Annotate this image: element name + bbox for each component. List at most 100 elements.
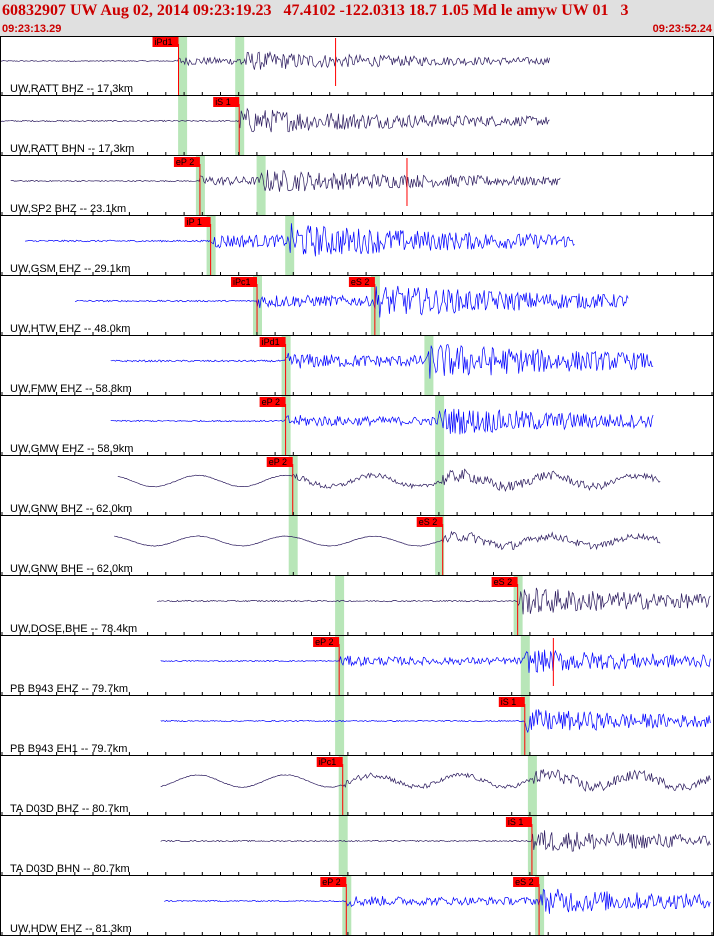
trace-row[interactable]: iPd1 UW,RATT BHZ -- 17.3km bbox=[0, 36, 714, 96]
waveform bbox=[0, 107, 550, 133]
pick-window bbox=[424, 336, 434, 396]
pick-window bbox=[178, 36, 188, 96]
pick-label: eS 2 bbox=[419, 517, 438, 527]
pick-label: iPd1 bbox=[155, 37, 173, 47]
event-header: 60832907 UW Aug 02, 2014 09:23:19.23 47.… bbox=[0, 0, 714, 36]
station-label: UW,RATT BHZ -- 17.3km bbox=[10, 83, 133, 95]
pick-label: eP 2 bbox=[315, 637, 333, 647]
pick-box[interactable] bbox=[259, 337, 286, 347]
pick-label: iPc1 bbox=[319, 757, 337, 767]
pick-window bbox=[535, 876, 545, 936]
pick-box[interactable] bbox=[213, 97, 240, 107]
station-label: UW,RATT BHN -- 17.3km bbox=[10, 143, 134, 155]
waveform bbox=[0, 51, 550, 70]
pick-box[interactable] bbox=[491, 577, 518, 587]
station-label: UW,SP2 BHZ -- 23.1km bbox=[10, 203, 126, 215]
waveform bbox=[114, 530, 661, 551]
pick-box[interactable] bbox=[173, 157, 200, 167]
pick-box[interactable] bbox=[316, 757, 343, 767]
waveform bbox=[160, 830, 711, 852]
pick-box[interactable] bbox=[513, 877, 540, 887]
trace-row[interactable]: iS 1 PB B943 EH1 -- 79.7km bbox=[0, 696, 714, 756]
trace-row[interactable]: eP 2 UW,SP2 BHZ -- 23.1km bbox=[0, 156, 714, 216]
station-label: TA D03D BHN -- 80.7km bbox=[10, 863, 130, 875]
trace-row[interactable]: iPc1 eS 2 UW,HTW EHZ -- 48.0km bbox=[0, 276, 714, 336]
pick-box[interactable] bbox=[348, 277, 375, 287]
station-label: UW,GMW EHZ -- 58.9km bbox=[10, 443, 133, 455]
pick-box[interactable] bbox=[320, 877, 347, 887]
station-label: UW,HTW EHZ -- 48.0km bbox=[10, 323, 130, 335]
pick-window bbox=[520, 636, 530, 696]
pick-box[interactable] bbox=[259, 397, 286, 407]
pick-window bbox=[235, 36, 245, 96]
pick-label: iS 1 bbox=[215, 97, 231, 107]
pick-window bbox=[335, 576, 345, 636]
pick-window bbox=[435, 396, 445, 456]
trace-row[interactable]: iPc1 TA D03D BHZ -- 80.7km bbox=[0, 756, 714, 816]
pick-window bbox=[338, 816, 348, 876]
waveform bbox=[10, 169, 561, 192]
pick-window bbox=[178, 96, 188, 156]
station-label: TA D03D BHZ -- 80.7km bbox=[10, 803, 128, 815]
pick-label: iPd1 bbox=[262, 337, 280, 347]
pick-label: iS 1 bbox=[508, 817, 524, 827]
trace-row[interactable]: eP 2 UW,GNW BHZ -- 62.0km bbox=[0, 456, 714, 516]
trace-row[interactable]: iP 1 UW,GSM EHZ -- 29.1km bbox=[0, 216, 714, 276]
trace-row[interactable]: iS 1 UW,RATT BHN -- 17.3km bbox=[0, 96, 714, 156]
pick-window bbox=[435, 456, 445, 516]
trace-row[interactable]: eP 2 PB B943 EHZ -- 79.7km bbox=[0, 636, 714, 696]
pick-label: eP 2 bbox=[269, 457, 287, 467]
station-label: UW,DOSE,BHE -- 78.4km bbox=[10, 623, 137, 635]
station-label: UW,GNW BHZ -- 62.0km bbox=[10, 503, 132, 515]
trace-row[interactable]: eS 2 UW,DOSE,BHE -- 78.4km bbox=[0, 576, 714, 636]
pick-box[interactable] bbox=[231, 277, 257, 287]
pick-window bbox=[520, 696, 530, 756]
waveform bbox=[160, 709, 711, 734]
waveform bbox=[164, 888, 711, 914]
waveform bbox=[160, 769, 711, 792]
pick-box[interactable] bbox=[505, 817, 532, 827]
time-start-label: 09:23:13.29 bbox=[2, 23, 62, 35]
station-label: UW,GSM EHZ -- 29.1km bbox=[10, 263, 130, 275]
seismogram-panel[interactable]: iPd1 UW,RATT BHZ -- 17.3km iS 1 UW,RATT BHN… bbox=[0, 36, 714, 938]
waveform bbox=[160, 649, 711, 673]
trace-row[interactable]: iS 1 TA D03D BHN -- 80.7km bbox=[0, 816, 714, 876]
pick-label: eP 2 bbox=[176, 157, 194, 167]
pick-box[interactable] bbox=[313, 637, 340, 647]
pick-label: eS 2 bbox=[351, 277, 370, 287]
pick-label: eP 2 bbox=[262, 397, 280, 407]
pick-window bbox=[342, 876, 352, 936]
trace-row[interactable]: eS 2 UW,GNW BHE -- 62.0km bbox=[0, 516, 714, 576]
station-label: PB B943 EHZ -- 79.7km bbox=[10, 683, 128, 695]
pick-box[interactable] bbox=[152, 37, 179, 47]
waveform bbox=[110, 344, 654, 379]
pick-label: iS 1 bbox=[501, 697, 517, 707]
station-label: UW,GNW BHE -- 62.0km bbox=[10, 563, 133, 575]
trace-row[interactable]: iPd1 UW,FMW EHZ -- 58.8km bbox=[0, 336, 714, 396]
pick-box[interactable] bbox=[498, 697, 525, 707]
pick-label: eS 2 bbox=[515, 877, 534, 887]
pick-label: eP 2 bbox=[322, 877, 340, 887]
pick-window bbox=[335, 696, 345, 756]
station-label: UW,FMW EHZ -- 58.8km bbox=[10, 383, 132, 395]
pick-box[interactable] bbox=[416, 517, 443, 527]
station-label: UW,HDW EHZ -- 81.3km bbox=[10, 923, 132, 935]
time-end-label: 09:23:52.24 bbox=[652, 23, 712, 35]
waveform bbox=[110, 408, 654, 435]
pick-window bbox=[435, 516, 445, 576]
waveform bbox=[24, 223, 575, 257]
event-title: 60832907 UW Aug 02, 2014 09:23:19.23 47.… bbox=[2, 2, 629, 19]
pick-box[interactable] bbox=[184, 217, 211, 227]
waveform bbox=[74, 285, 629, 318]
waveform bbox=[157, 587, 711, 615]
pick-window bbox=[527, 756, 537, 816]
pick-window bbox=[288, 516, 298, 576]
pick-label: eS 2 bbox=[494, 577, 513, 587]
trace-row[interactable]: eP 2 eS 2 UW,HDW EHZ -- 81.3km bbox=[0, 876, 714, 936]
station-label: PB B943 EH1 -- 79.7km bbox=[10, 743, 127, 755]
pick-box[interactable] bbox=[266, 457, 293, 467]
waveform bbox=[117, 468, 661, 492]
pick-window bbox=[256, 156, 266, 216]
trace-row[interactable]: eP 2 UW,GMW EHZ -- 58.9km bbox=[0, 396, 714, 456]
pick-label: iPc1 bbox=[233, 277, 251, 287]
